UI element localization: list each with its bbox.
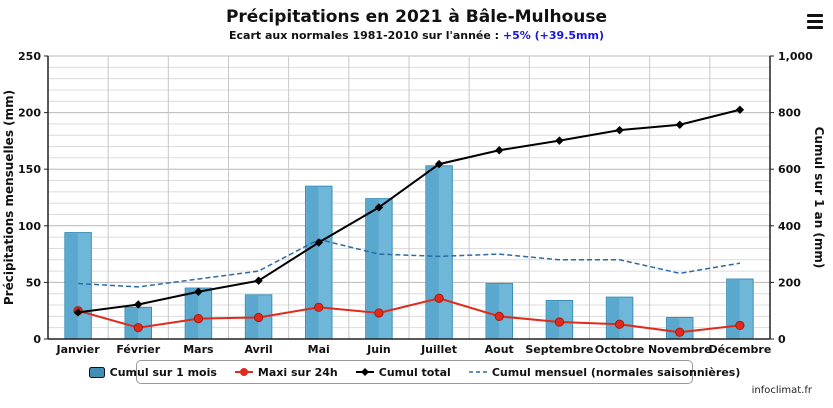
tick-label-right: 600 — [778, 163, 801, 176]
legend: Cumul sur 1 mois Maxi sur 24h Cumul tota… — [88, 360, 740, 384]
bar-shade — [667, 318, 680, 339]
legend-item-total[interactable]: Cumul total — [355, 365, 451, 379]
total-point — [675, 120, 684, 129]
bar-shade — [126, 308, 138, 339]
tick-label-right: 400 — [778, 220, 801, 233]
lines — [73, 105, 745, 337]
total-point — [314, 238, 323, 247]
category-label: Avril — [244, 343, 272, 356]
category-label: Novembre — [648, 343, 712, 356]
normales-line — [78, 238, 741, 288]
legend-item-normales[interactable]: Cumul mensuel (normales saisonnières) — [468, 365, 741, 379]
bar-shade — [306, 187, 319, 339]
tick-label-left: 100 — [18, 220, 41, 233]
legend-label: Cumul sur 1 mois — [109, 365, 217, 379]
gridlines — [47, 55, 771, 339]
legend-item-cumul-mois[interactable]: Cumul sur 1 mois — [88, 365, 217, 379]
legend-label: Maxi sur 24h — [257, 365, 338, 379]
maxi-point — [253, 312, 264, 323]
subtitle-prefix: Ecart aux normales 1981-2010 sur l'année… — [229, 29, 503, 42]
maxi-point — [735, 320, 745, 331]
maxi-line — [77, 297, 741, 334]
legend-normales-swatch — [468, 371, 487, 373]
maxi-point — [314, 302, 324, 312]
hamburger-menu-icon[interactable] — [801, 8, 831, 34]
tick-label-right: 800 — [778, 107, 801, 120]
legend-bar-swatch — [88, 366, 105, 378]
subtitle-highlight: +5% (+39.5mm) — [502, 29, 604, 42]
category-label: Juin — [366, 343, 391, 356]
total-point — [134, 300, 143, 309]
tick-label-right: 1,000 — [778, 50, 813, 63]
bar-shade — [426, 166, 439, 339]
total-point — [254, 276, 263, 285]
legend-label: Cumul mensuel (normales saisonnières) — [491, 365, 741, 379]
maxi-point — [193, 314, 204, 324]
category-label: Septembre — [525, 343, 593, 356]
legend-label: Cumul total — [378, 365, 451, 379]
total-point — [434, 159, 444, 169]
legend-item-maxi[interactable]: Maxi sur 24h — [234, 365, 338, 379]
tick-label-right: 0 — [778, 333, 786, 346]
total-point — [374, 203, 384, 212]
y-axis-title-left: Précipitations mensuelles (mm) — [2, 90, 16, 305]
total-point — [615, 125, 624, 135]
bar-shade — [727, 280, 740, 339]
tick-label-left: 0 — [33, 333, 41, 346]
legend-total-swatch — [355, 368, 374, 376]
category-label: Décembre — [709, 343, 772, 356]
maxi-point — [614, 319, 625, 329]
maxi-point — [554, 317, 565, 327]
total-point — [495, 146, 504, 155]
tick-label-left: 250 — [18, 50, 41, 63]
tick-label-left: 50 — [26, 276, 42, 289]
bar-shade — [547, 301, 560, 339]
chart-subtitle: Ecart aux normales 1981-2010 sur l'année… — [0, 29, 833, 42]
bar-shade — [65, 233, 78, 339]
category-label: Mai — [308, 343, 330, 356]
maxi-point — [133, 323, 143, 333]
maxi-point — [374, 308, 384, 318]
bar-shade — [366, 199, 379, 339]
category-label: Octobre — [595, 343, 644, 356]
maxi-point — [675, 327, 685, 337]
credit-text[interactable]: infoclimat.fr — [751, 385, 812, 396]
total-point — [735, 105, 745, 114]
tick-label-left: 200 — [18, 107, 41, 120]
tick-label-right: 200 — [778, 276, 801, 289]
chart-title: Précipitations en 2021 à Bâle-Mulhouse — [225, 7, 608, 27]
y-axis-title-right: Cumul sur 1 an (mm) — [812, 127, 826, 269]
category-label: Janvier — [55, 343, 100, 356]
total-point — [73, 308, 83, 317]
bar-shade — [487, 284, 499, 339]
category-label: Aout — [485, 343, 514, 356]
total-point — [194, 287, 203, 296]
legend-maxi-swatch — [234, 368, 253, 376]
category-label: Mars — [183, 343, 214, 356]
axis-labels: 0 50 100 150 200 250 0 200 400 600 800 1,000 Janvier… — [2, 50, 826, 356]
bar-shade — [186, 289, 199, 339]
category-label: Février — [116, 343, 160, 356]
total-line — [77, 108, 741, 314]
maxi-point — [434, 293, 444, 303]
maxi-point — [494, 311, 504, 321]
tick-label-left: 150 — [18, 163, 41, 176]
category-label: Juillet — [420, 343, 457, 356]
bar-shade — [607, 298, 620, 339]
total-point — [555, 136, 564, 145]
chart: 0 50 100 150 200 250 0 200 400 600 800 1,000 Janvier… — [2, 50, 826, 356]
axes — [44, 55, 774, 340]
